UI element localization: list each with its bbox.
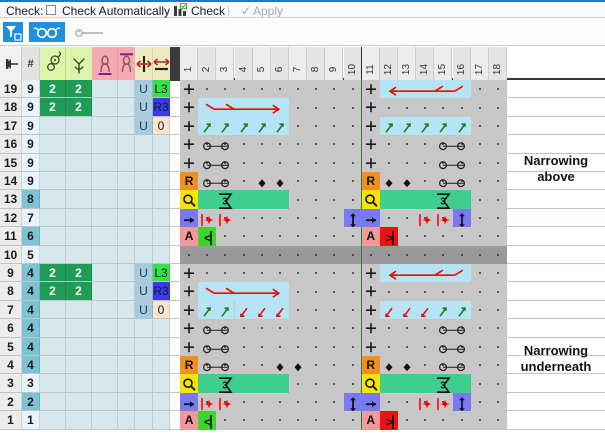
svg-text:✦: ✦ [223, 399, 232, 411]
svg-text:>: > [386, 231, 393, 245]
svg-text:✦: ✦ [441, 215, 450, 227]
svg-text:3: 3 [223, 197, 229, 208]
svg-text:<: < [204, 415, 211, 429]
svg-text:✦: ✦ [441, 399, 450, 411]
svg-text:✦: ✦ [205, 215, 214, 227]
svg-text:3: 3 [223, 381, 229, 392]
svg-text:>: > [386, 415, 393, 429]
svg-text:✦: ✦ [423, 215, 432, 227]
svg-text:✦: ✦ [223, 215, 232, 227]
svg-text:3: 3 [441, 381, 447, 392]
svg-text:<: < [204, 231, 211, 245]
svg-text:3: 3 [441, 197, 447, 208]
svg-text:✦: ✦ [423, 399, 432, 411]
svg-text:✦: ✦ [205, 399, 214, 411]
